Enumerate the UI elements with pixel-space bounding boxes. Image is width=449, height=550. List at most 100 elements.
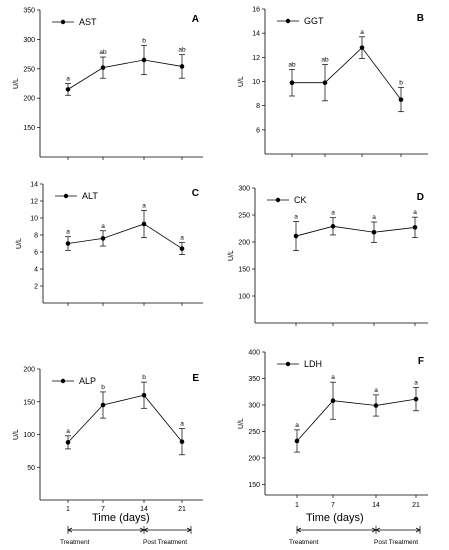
y-tick-label: 14 xyxy=(252,31,260,38)
y-tick-label: 10 xyxy=(30,216,38,223)
chart-panel-e: 50 100 150 200 1 7 14 21 U/L E ALP a b b a xyxy=(13,367,203,513)
series-line xyxy=(67,59,183,90)
significance-label: a xyxy=(101,223,105,230)
series-line xyxy=(296,398,417,442)
data-point xyxy=(371,229,377,235)
legend-marker xyxy=(60,19,66,25)
y-tick-label: 250 xyxy=(23,66,35,73)
data-point xyxy=(289,80,295,86)
significance-label: a xyxy=(295,422,299,429)
panel-letter: C xyxy=(192,188,199,199)
series-line xyxy=(67,394,183,443)
y-tick-label: 12 xyxy=(30,199,38,206)
panel-letter: A xyxy=(192,14,199,25)
x-tick-label: 7 xyxy=(101,506,105,513)
legend-label: AST xyxy=(79,17,97,27)
data-point xyxy=(330,224,336,229)
significance-label: a xyxy=(413,209,417,216)
significance-label: a xyxy=(331,210,335,217)
significance-label: ab xyxy=(321,57,329,64)
significance-label: a xyxy=(374,387,378,394)
data-point xyxy=(65,87,71,92)
y-tick-label: 8 xyxy=(34,233,38,240)
significance-label: a xyxy=(372,214,376,221)
y-tick-label: 8 xyxy=(256,103,260,110)
data-point xyxy=(294,438,300,444)
significance-label: a xyxy=(66,229,70,236)
significance-label: ab xyxy=(288,61,296,68)
x-tick-label: 14 xyxy=(140,0,148,2)
x-tick-label: 7 xyxy=(101,0,105,2)
y-tick-label: 150 xyxy=(23,125,35,132)
data-point xyxy=(100,402,106,408)
x-tick-label: 14 xyxy=(140,506,148,513)
y-tick-label: 250 xyxy=(248,429,260,436)
significance-label: a xyxy=(331,374,335,381)
y-tick-label: 200 xyxy=(23,96,35,103)
x-tick-label: 1 xyxy=(295,502,299,509)
y-tick-label: 14 xyxy=(30,182,38,189)
y-tick-label: 150 xyxy=(248,482,260,489)
y-tick-label: 250 xyxy=(238,213,250,220)
x-axis-title-right: Time (days) xyxy=(306,512,364,524)
y-tick-label: 350 xyxy=(248,376,260,383)
data-point xyxy=(179,246,185,251)
series-line xyxy=(292,47,402,100)
y-tick-label: 100 xyxy=(23,432,35,439)
data-point xyxy=(100,65,106,70)
legend-marker xyxy=(285,18,291,24)
data-point xyxy=(412,225,418,230)
y-tick-label: 200 xyxy=(23,367,35,374)
panel-letter: F xyxy=(418,356,424,367)
data-point xyxy=(293,233,299,239)
data-point xyxy=(141,57,147,63)
x-tick-label: 14 xyxy=(372,502,380,509)
y-axis-label: U/L xyxy=(16,238,23,249)
significance-label: b xyxy=(399,80,403,87)
chart-panel-c: 2 4 6 8 10 12 14 U/L C ALT a a a a xyxy=(16,182,203,306)
x-tick-label: 21 xyxy=(178,506,186,513)
y-tick-label: 350 xyxy=(23,8,35,15)
panel-letter: E xyxy=(192,373,199,384)
significance-label: b xyxy=(142,37,146,44)
significance-label: ab xyxy=(99,49,107,56)
y-tick-label: 2 xyxy=(34,284,38,291)
significance-label: b xyxy=(142,374,146,381)
legend-marker xyxy=(63,193,69,199)
y-tick-label: 50 xyxy=(27,465,35,472)
data-point xyxy=(413,396,419,402)
data-point xyxy=(179,64,185,69)
chart-panel-a: 150 200 250 300 350 1 7 14 21 U/L A AST a ab b ab xyxy=(13,0,203,160)
significance-label: a xyxy=(180,235,184,242)
series-line xyxy=(295,225,416,237)
y-tick-label: 150 xyxy=(23,399,35,406)
phase-timeline-right xyxy=(296,526,421,534)
data-point xyxy=(398,97,404,102)
legend-label: ALT xyxy=(82,191,98,201)
data-point xyxy=(322,80,328,86)
y-tick-label: 16 xyxy=(252,7,260,14)
legend-marker xyxy=(275,197,281,203)
phase-label-post-treatment-left: Post Treatment xyxy=(143,539,187,546)
data-point xyxy=(141,392,147,398)
significance-label: a xyxy=(414,379,418,386)
significance-label: a xyxy=(142,202,146,209)
x-axis-title: Time (days) xyxy=(92,512,150,524)
significance-label: a xyxy=(294,213,298,220)
y-axis-label: U/L xyxy=(238,418,245,429)
series-line xyxy=(67,223,183,249)
data-point xyxy=(65,241,71,246)
data-point xyxy=(100,236,106,241)
legend-label: CK xyxy=(294,195,307,205)
y-tick-label: 200 xyxy=(248,455,260,462)
y-axis-label: U/L xyxy=(228,250,235,261)
y-tick-label: 4 xyxy=(34,267,38,274)
phase-timeline-left xyxy=(67,526,192,534)
legend-label: ALP xyxy=(79,376,96,386)
y-axis-label: U/L xyxy=(13,78,20,89)
y-tick-label: 300 xyxy=(248,402,260,409)
significance-label: b xyxy=(101,384,105,391)
data-point xyxy=(330,398,336,404)
y-tick-label: 10 xyxy=(252,79,260,86)
